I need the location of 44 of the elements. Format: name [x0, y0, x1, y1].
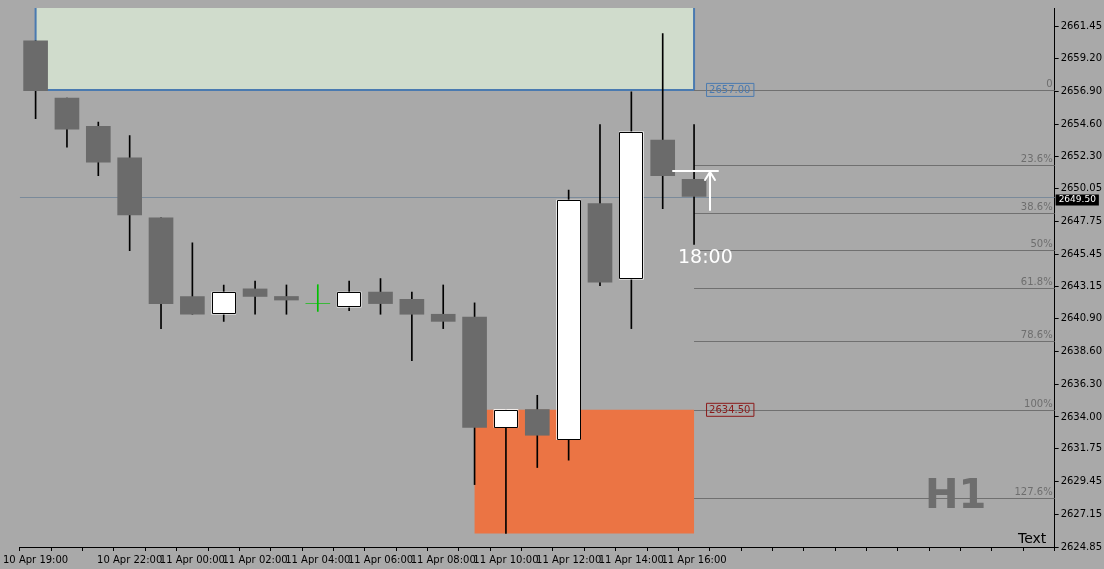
x-tick-label: 10 Apr 22:00: [97, 553, 163, 565]
y-tick-label: 2640.90: [1060, 312, 1103, 324]
y-tick-label: 2647.75: [1060, 215, 1103, 226]
annotation: 0: [1046, 77, 1053, 89]
y-tick-label: 2629.45: [1060, 475, 1103, 487]
x-tick-label: 11 Apr 12:00: [536, 553, 602, 565]
candlestick: [650, 33, 676, 209]
y-tick-label: 2645.45: [1060, 247, 1103, 259]
candlestick: [399, 291, 425, 361]
annotation: 50%: [1030, 237, 1053, 249]
y-tick-label: 2654.60: [1060, 117, 1103, 129]
annotation: 61.8%: [1020, 275, 1053, 287]
annotation: 100%: [1024, 397, 1053, 409]
candlestick: [242, 280, 268, 315]
y-tick-label: 2659.20: [1060, 52, 1103, 64]
annotation: 23.6%: [1020, 152, 1053, 164]
candlestick: [430, 284, 456, 329]
x-tick-label: 11 Apr 02:00: [222, 553, 288, 565]
annotation: 18:00: [678, 245, 733, 267]
y-tick-label: 2650.05: [1060, 182, 1103, 194]
band-label: 2657.00: [709, 83, 751, 95]
band-label: 2634.50: [709, 403, 751, 415]
candlestick: [305, 284, 331, 312]
y-tick-label: 2643.15: [1060, 280, 1103, 292]
annotation: Text: [1018, 530, 1047, 546]
y-tick-label: 2656.90: [1060, 84, 1103, 96]
y-tick-label: 2627.15: [1060, 507, 1103, 519]
y-tick-label: 2636.30: [1060, 377, 1103, 389]
candlestick: [493, 409, 519, 534]
x-tick-label: 11 Apr 16:00: [661, 553, 727, 565]
x-tick-label: 10 Apr 19:00: [3, 553, 69, 565]
annotation: 127.6%: [1014, 485, 1053, 497]
x-tick-label: 11 Apr 10:00: [473, 553, 539, 565]
y-tick-label: 2624.85: [1060, 540, 1103, 552]
annotation: 38.6%: [1020, 200, 1053, 212]
x-tick-label: 11 Apr 04:00: [285, 553, 351, 565]
y-tick-label: 2652.30: [1060, 150, 1103, 162]
y-tick-label: 2634.00: [1060, 410, 1103, 422]
annotation: 78.6%: [1020, 328, 1053, 340]
annotation: H1: [925, 471, 987, 517]
y-tick-label: 2631.75: [1060, 442, 1103, 454]
y-tick-label: 2661.45: [1060, 20, 1103, 32]
y-tick-label: 2638.60: [1060, 345, 1103, 357]
ref-line-label: 2649.50: [1058, 194, 1097, 205]
